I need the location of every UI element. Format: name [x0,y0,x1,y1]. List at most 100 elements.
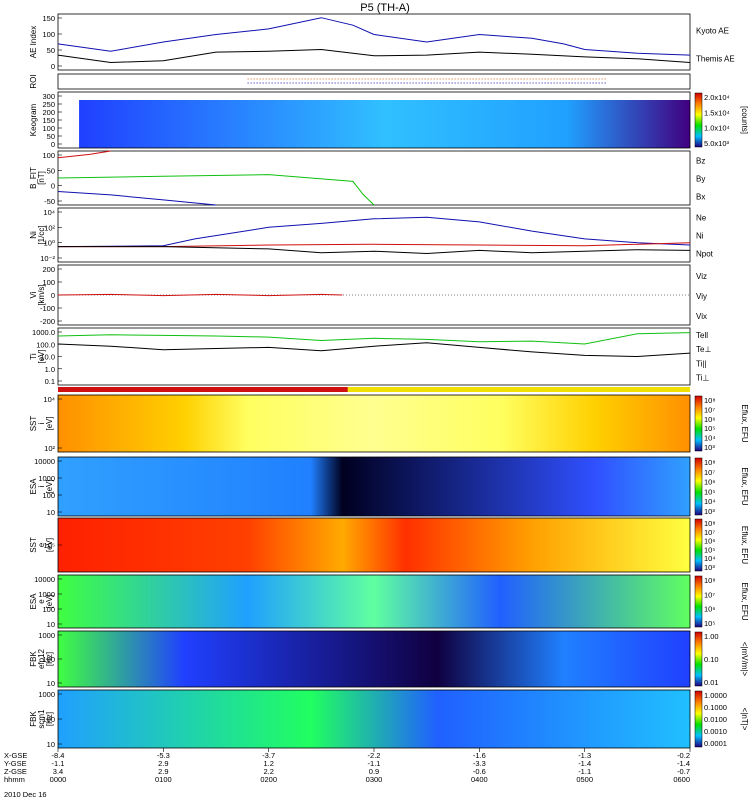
ylabel-fbk_b: FBK [29,711,38,727]
colorbar-tick: 10⁵ [704,487,715,496]
colorbar-tick: 5.0x10³ [704,139,730,148]
ytick-label: 50 [47,46,55,55]
legend-entry: Ti⊥ [696,374,709,383]
heatmap-sst_e [58,518,690,572]
ytick-label: 100 [42,655,55,664]
legend-entry: Kyoto AE [696,27,729,36]
ytick-label: 10⁻² [40,254,55,263]
heatmap-esa_e [58,575,690,628]
colorbar [694,575,703,628]
ytick-label: -200 [40,317,55,326]
ylabel-esa_e: [eV] [45,594,54,608]
ylabel-esa_i: [eV] [45,479,54,493]
colorbar-label: Eflux, EFU [740,467,749,505]
legend-entry: Ni [696,232,704,241]
panel-frame [57,13,691,71]
ylabel-ni: Ni [29,231,38,239]
ylabel-ae: AE Index [29,26,38,58]
ylabel-esa_i: i [37,485,46,487]
ytick-label: 10⁵ [44,541,55,550]
series-line-ni [58,246,691,255]
xtick-label: 3.4 [53,767,63,776]
ytick-label: 50 [47,132,55,141]
panel-frame [57,456,691,517]
panel-bfit: B_FIT [nT] 100 50 0 -50 Bz By Bx [29,150,705,206]
series-line-themisae [57,48,691,64]
ylabel-vi: [km/s] [37,284,46,305]
legend-entry: Te⊥ [696,345,711,354]
xtick-label: 0500 [576,775,593,784]
ylabel-roi: ROI [29,74,38,88]
colorbar-tick: 10⁶ [704,478,715,487]
xtick-label: -2.2 [368,751,381,760]
xtick-label: 0000 [50,775,67,784]
colorbar-tick: 1.00 [704,632,719,641]
colorbar-tick: 2.0x10⁴ [704,93,730,102]
colorbar [694,395,703,452]
panel-fbk_b: FBK scm1 [Hz] 1000 100 10 1.0000 0.1000 0.0100 0.… [29,689,749,749]
ylabel-ti: [eV] [37,349,46,363]
colorbar-tick: 10³ [704,507,715,516]
xtick-label: -0.2 [677,751,690,760]
colorbar-tick: 10⁶ [704,537,715,546]
colorbar-label: <|nT|> [740,708,749,731]
ytick-label: -100 [40,304,55,313]
colorbar [694,457,703,516]
colorbar-tick: 10⁵ [704,545,715,554]
ytick-label: 100 [42,278,55,287]
xtick-label: 2.9 [158,759,168,768]
legend-entry: Ti|| [696,359,707,368]
xtick-label: 0.9 [369,767,379,776]
legend-entry: Bx [696,193,705,202]
ylabel-ti: Ti [29,353,38,360]
ytick-label: 10000 [34,457,55,466]
ytick-label: 10 [47,740,55,749]
ytick-label: 1.0 [45,365,55,374]
ytick-label: 150 [42,116,55,125]
colorbar-tick: 10⁴ [704,554,716,563]
ylabel-esa_e: ESA [29,593,38,610]
ytick-label: 100 [42,491,55,500]
panel-frame [57,207,691,263]
xaxis-row-label: Y-GSE [4,759,27,768]
legend-entry: Viz [696,272,707,281]
colorbar [694,518,703,572]
colorbar-tick: 10⁶ [704,605,715,614]
xtick-label: 0600 [673,775,690,784]
xtick-label: -3.3 [473,759,486,768]
ytick-label: 150 [42,14,55,23]
panel-frame [57,327,691,386]
xtick-label: 1.2 [263,759,273,768]
mode-bar [58,387,690,392]
panel-frame [57,73,691,90]
series-line-bx [57,191,217,206]
legend-entry: Bz [696,157,705,166]
date-label: 2010 Dec 16 [4,790,47,799]
xtick-label: -1.1 [52,759,65,768]
ytick-label: 10⁴ [43,208,55,217]
ytick-label: 0 [51,182,55,191]
colorbar-tick: 10⁴ [704,434,716,443]
ytick-label: 100 [42,605,55,614]
ylabel-sst_i: [eV] [45,416,54,430]
colorbar-tick: 1.0000 [704,691,727,700]
legend-entry: By [696,175,705,184]
legend-entry: Viy [696,292,707,301]
panel-ae: AE Index 150 100 50 0 Kyoto AE Themis AE [29,13,735,71]
panel-frame [57,394,691,453]
legend-entry: Vix [696,312,707,321]
ytick-label: 0 [51,62,55,71]
ytick-label: 10 [47,508,55,517]
ytick-label: 10 [47,620,55,629]
colorbar-label: Eflux, EFU [740,404,749,442]
ytick-label: 50 [47,166,55,175]
ytick-label: 10000 [34,575,55,584]
ytick-label: 200 [42,265,55,274]
colorbar-label: Eflux, EFU [740,526,749,564]
colorbar-tick: 0.01 [704,678,719,687]
colorbar-tick: 1.0x10⁴ [704,124,730,133]
colorbar-tick: 0.0010 [704,727,727,736]
xaxis-row-label: X-GSE [4,751,27,760]
